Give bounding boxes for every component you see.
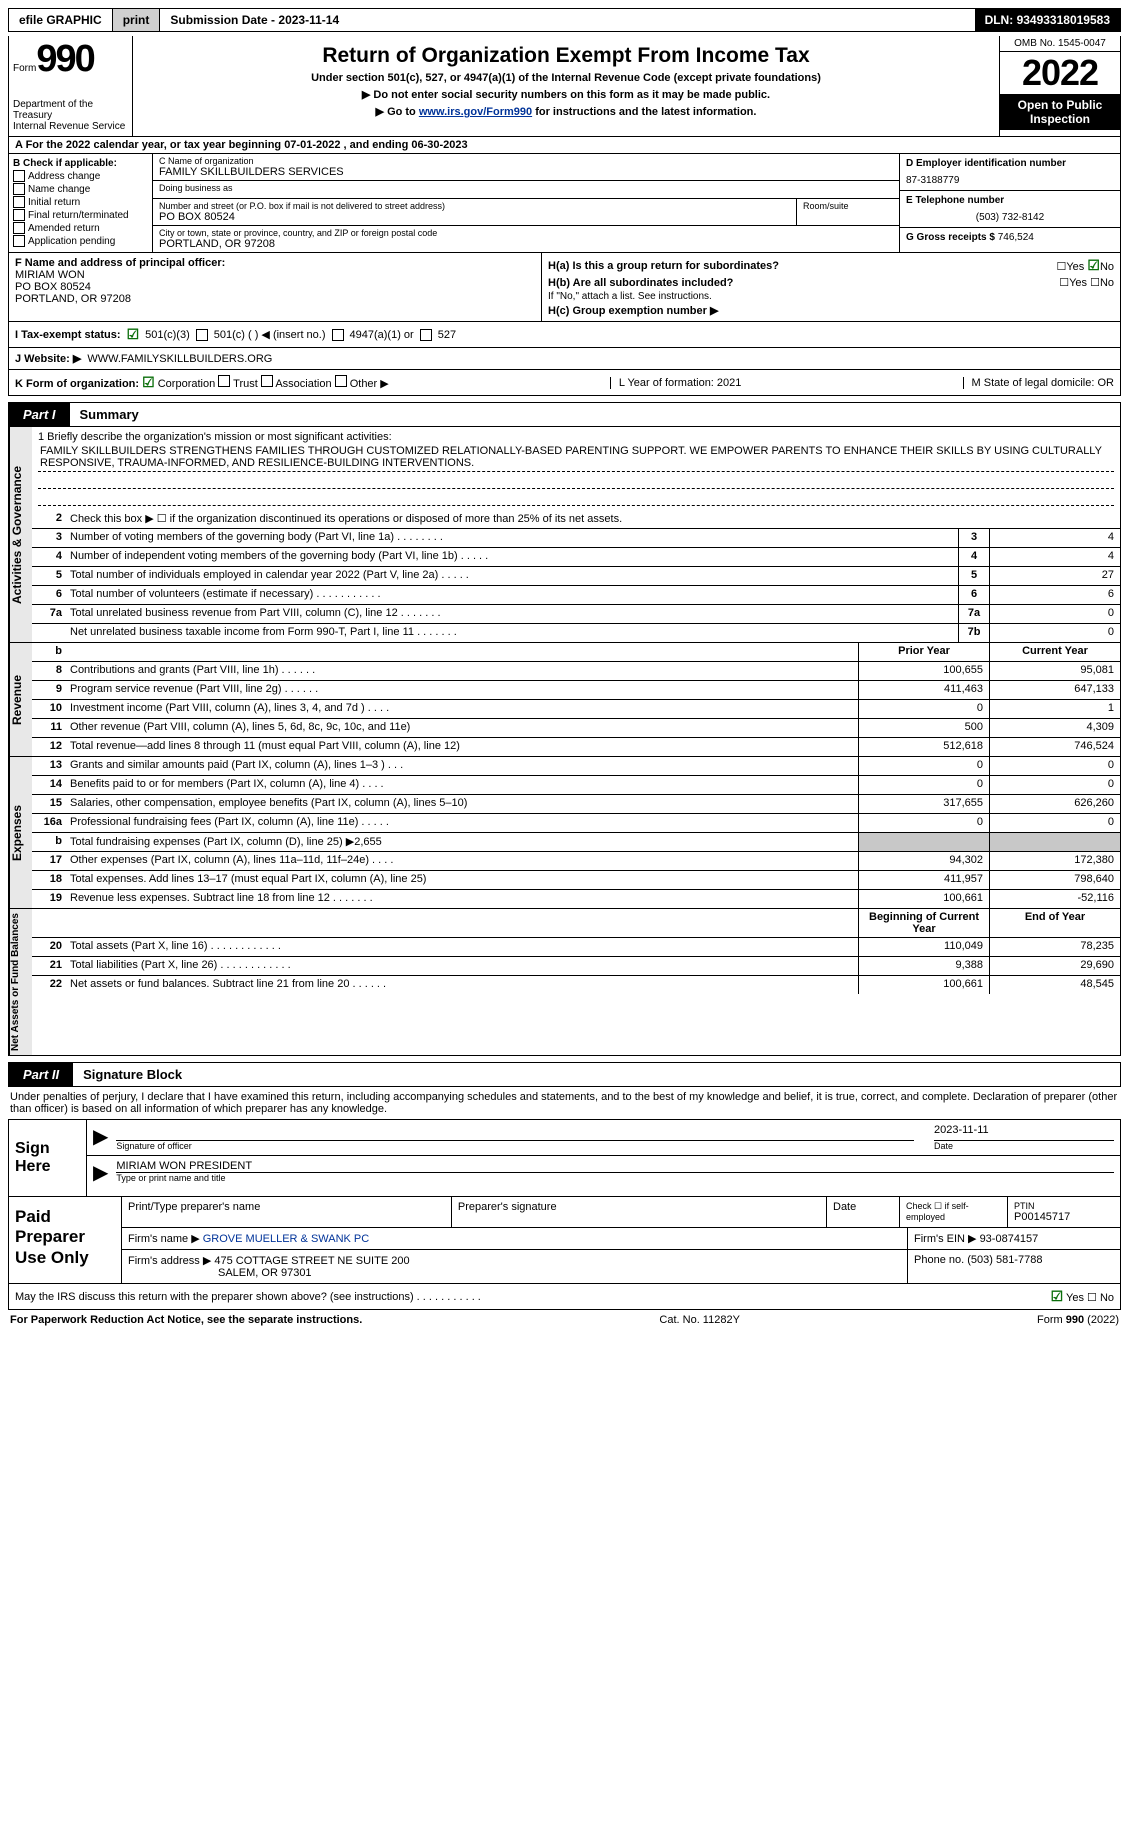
box-d: D Employer identification number 87-3188… xyxy=(899,154,1120,252)
dln: DLN: 93493318019583 xyxy=(975,9,1120,31)
org-address: PO BOX 80524 xyxy=(159,211,790,223)
checkbox-app-pending[interactable] xyxy=(13,235,25,247)
firm-link[interactable]: GROVE MUELLER & SWANK PC xyxy=(203,1233,369,1245)
summary-row: 6Total number of volunteers (estimate if… xyxy=(32,586,1120,605)
activities-governance: Activities & Governance 1 Briefly descri… xyxy=(8,427,1121,643)
row-j-website: J Website: ▶ WWW.FAMILYSKILLBUILDERS.ORG xyxy=(8,348,1121,370)
checkbox-name-change[interactable] xyxy=(13,183,25,195)
summary-row: 7aTotal unrelated business revenue from … xyxy=(32,605,1120,624)
state-domicile: M State of legal domicile: OR xyxy=(963,377,1114,389)
row-i-tax-status: I Tax-exempt status: ☑501(c)(3) 501(c) (… xyxy=(8,322,1121,348)
summary-row: 12Total revenue—add lines 8 through 11 (… xyxy=(32,738,1120,756)
summary-row: 19Revenue less expenses. Subtract line 1… xyxy=(32,890,1120,908)
officer-name: MIRIAM WON xyxy=(15,269,535,281)
vtab-net-assets: Net Assets or Fund Balances xyxy=(9,909,32,1055)
checkbox-amended[interactable] xyxy=(13,222,25,234)
summary-row: 11Other revenue (Part VIII, column (A), … xyxy=(32,719,1120,738)
checkbox-final-return[interactable] xyxy=(13,209,25,221)
open-to-public: Open to Public Inspection xyxy=(1000,94,1120,130)
org-name: FAMILY SKILLBUILDERS SERVICES xyxy=(159,166,893,178)
block-bcd: B Check if applicable: Address change Na… xyxy=(8,154,1121,253)
summary-row: 16aProfessional fundraising fees (Part I… xyxy=(32,814,1120,833)
title-box: Return of Organization Exempt From Incom… xyxy=(133,36,1000,137)
discuss-row: May the IRS discuss this return with the… xyxy=(8,1284,1121,1310)
summary-row: 9Program service revenue (Part VIII, lin… xyxy=(32,681,1120,700)
box-b-checklist: B Check if applicable: Address change Na… xyxy=(9,154,153,252)
form-header: Form990 Department of the Treasury Inter… xyxy=(8,36,1121,137)
checkbox-address-change[interactable] xyxy=(13,170,25,182)
org-city: PORTLAND, OR 97208 xyxy=(159,238,893,250)
check-icon: ☑ xyxy=(142,374,155,390)
summary-row: 22Net assets or fund balances. Subtract … xyxy=(32,976,1120,994)
paid-preparer-block: Paid Preparer Use Only Print/Type prepar… xyxy=(8,1197,1121,1284)
summary-row: 15Salaries, other compensation, employee… xyxy=(32,795,1120,814)
vtab-activities: Activities & Governance xyxy=(9,427,32,642)
checkbox-trust[interactable] xyxy=(218,375,230,387)
vtab-revenue: Revenue xyxy=(9,643,32,756)
vtab-expenses: Expenses xyxy=(9,757,32,908)
year-box: OMB No. 1545-0047 2022 Open to Public In… xyxy=(1000,36,1121,137)
efile-label: efile GRAPHIC xyxy=(9,9,113,31)
tax-year: 2022 xyxy=(1000,52,1120,94)
topbar: efile GRAPHIC print Submission Date - 20… xyxy=(8,8,1121,32)
year-formation: L Year of formation: 2021 xyxy=(610,377,742,389)
sign-date: 2023-11-11 xyxy=(934,1124,1114,1141)
expenses-section: Expenses 13Grants and similar amounts pa… xyxy=(8,757,1121,909)
summary-row: 10Investment income (Part VIII, column (… xyxy=(32,700,1120,719)
checkbox-527[interactable] xyxy=(420,329,432,341)
summary-row: 17Other expenses (Part IX, column (A), l… xyxy=(32,852,1120,871)
row-a-period: A For the 2022 calendar year, or tax yea… xyxy=(8,137,1121,154)
submission-date: Submission Date - 2023-11-14 xyxy=(160,9,349,31)
block-fh: F Name and address of principal officer:… xyxy=(8,253,1121,322)
summary-row: 13Grants and similar amounts paid (Part … xyxy=(32,757,1120,776)
checkbox-501c[interactable] xyxy=(196,329,208,341)
subtitle-3: ▶ Go to www.irs.gov/Form990 for instruct… xyxy=(141,105,991,118)
summary-row: 21Total liabilities (Part X, line 26) . … xyxy=(32,957,1120,976)
part-2-header: Part II Signature Block xyxy=(8,1062,1121,1087)
ptin: P00145717 xyxy=(1014,1211,1114,1223)
checkbox-4947[interactable] xyxy=(332,329,344,341)
checkbox-initial-return[interactable] xyxy=(13,196,25,208)
revenue-section: Revenue b Prior Year Current Year 8Contr… xyxy=(8,643,1121,757)
box-c: C Name of organization FAMILY SKILLBUILD… xyxy=(153,154,899,252)
checkbox-assoc[interactable] xyxy=(261,375,273,387)
checkbox-other[interactable] xyxy=(335,375,347,387)
officer-name-title: MIRIAM WON PRESIDENT xyxy=(116,1160,1114,1173)
row-k-form-org: K Form of organization: ☑ Corporation Tr… xyxy=(8,370,1121,396)
sign-here-block: Sign Here ▶ Signature of officer 2023-11… xyxy=(8,1120,1121,1197)
mission-statement: FAMILY SKILLBUILDERS STRENGTHENS FAMILIE… xyxy=(38,443,1114,472)
summary-row: 3Number of voting members of the governi… xyxy=(32,529,1120,548)
form-title: Return of Organization Exempt From Incom… xyxy=(141,44,991,68)
irs-link[interactable]: www.irs.gov/Form990 xyxy=(419,106,532,118)
firm-ein: 93-0874157 xyxy=(980,1233,1039,1245)
summary-row: 14Benefits paid to or for members (Part … xyxy=(32,776,1120,795)
check-icon: ☑ xyxy=(1051,1288,1064,1304)
check-icon: ☑ xyxy=(127,326,140,343)
arrow-icon: ▶ xyxy=(93,1124,108,1151)
summary-row: 20Total assets (Part X, line 16) . . . .… xyxy=(32,938,1120,957)
print-button[interactable]: print xyxy=(113,9,161,31)
arrow-icon: ▶ xyxy=(93,1160,108,1185)
subtitle-2: ▶ Do not enter social security numbers o… xyxy=(141,88,991,101)
summary-row: 5Total number of individuals employed in… xyxy=(32,567,1120,586)
summary-row: bTotal fundraising expenses (Part IX, co… xyxy=(32,833,1120,852)
form-id-box: Form990 Department of the Treasury Inter… xyxy=(8,36,133,137)
gross-receipts: 746,524 xyxy=(998,232,1034,243)
footer: For Paperwork Reduction Act Notice, see … xyxy=(8,1310,1121,1330)
perjury-statement: Under penalties of perjury, I declare th… xyxy=(8,1087,1121,1120)
dept-label: Department of the Treasury Internal Reve… xyxy=(13,99,128,132)
subtitle-1: Under section 501(c), 527, or 4947(a)(1)… xyxy=(141,72,991,84)
net-assets-section: Net Assets or Fund Balances Beginning of… xyxy=(8,909,1121,1056)
part-1-header: Part I Summary xyxy=(8,402,1121,427)
summary-row: Net unrelated business taxable income fr… xyxy=(32,624,1120,642)
firm-phone: (503) 581-7788 xyxy=(967,1254,1042,1266)
ein: 87-3188779 xyxy=(906,175,1114,186)
summary-row: 8Contributions and grants (Part VIII, li… xyxy=(32,662,1120,681)
summary-row: 4Number of independent voting members of… xyxy=(32,548,1120,567)
phone: (503) 732-8142 xyxy=(906,212,1114,223)
website: WWW.FAMILYSKILLBUILDERS.ORG xyxy=(87,353,272,365)
check-icon: ☑ xyxy=(1087,257,1100,273)
summary-row: 18Total expenses. Add lines 13–17 (must … xyxy=(32,871,1120,890)
omb-number: OMB No. 1545-0047 xyxy=(1000,36,1120,52)
